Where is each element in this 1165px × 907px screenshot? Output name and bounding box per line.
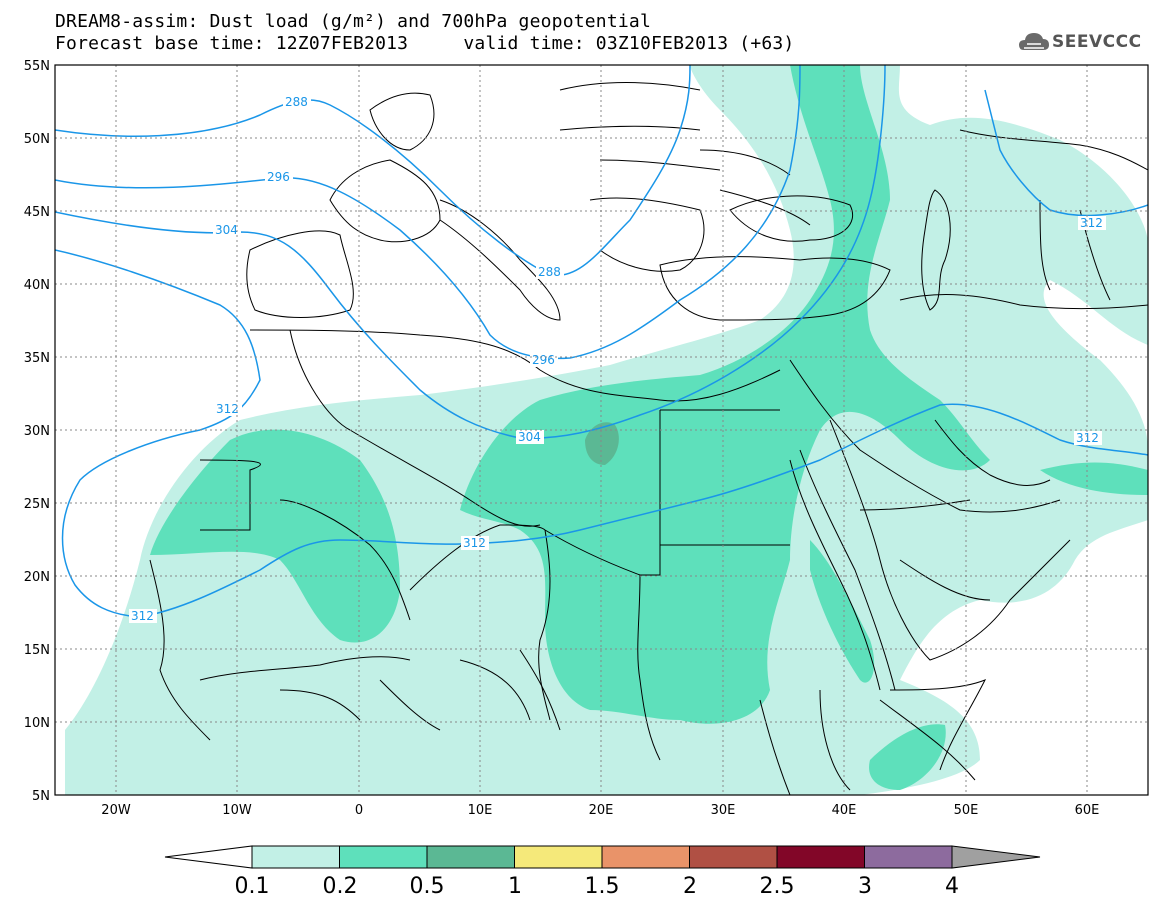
svg-text:30N: 30N [24, 424, 50, 439]
cloud-logo-icon [1019, 33, 1049, 50]
map-title: DREAM8-assim: Dust load (g/m²) and 700hP… [55, 11, 651, 32]
svg-text:0: 0 [355, 803, 363, 818]
colorbar-swatch [601, 845, 690, 869]
colorbar-low-arrow [164, 845, 253, 869]
svg-text:20N: 20N [24, 570, 50, 585]
svg-text:312: 312 [463, 536, 486, 550]
svg-text:1: 1 [508, 874, 522, 899]
colorbar-swatch [864, 845, 953, 869]
svg-text:288: 288 [538, 265, 561, 279]
colorbar-swatch [339, 845, 428, 869]
svg-text:296: 296 [532, 353, 555, 367]
svg-text:10E: 10E [468, 803, 493, 818]
colorbar: 0.1 0.2 0.5 1 1.5 2 2.5 3 4 [164, 845, 1041, 899]
country-boundaries [149, 82, 1148, 795]
colorbar-swatch [689, 845, 778, 869]
svg-text:304: 304 [215, 223, 238, 237]
svg-text:0.2: 0.2 [323, 874, 358, 899]
svg-text:304: 304 [518, 430, 541, 444]
svg-text:0.5: 0.5 [410, 874, 445, 899]
svg-text:25N: 25N [24, 497, 50, 512]
contour-labels: 288 296 304 288 296 304 312 312 312 312 … [129, 95, 1106, 623]
svg-text:15N: 15N [24, 643, 50, 658]
graticule [55, 65, 1148, 795]
colorbar-swatch [514, 845, 603, 869]
svg-text:40E: 40E [832, 803, 857, 818]
svg-text:50N: 50N [24, 132, 50, 147]
map-frame [54, 64, 1149, 796]
colorbar-high-arrow [951, 845, 1041, 869]
longitude-labels: 20W 10W 0 10E 20E 30E 40E 50E 60E [101, 803, 1099, 818]
svg-text:10N: 10N [24, 716, 50, 731]
svg-text:312: 312 [1076, 431, 1099, 445]
svg-text:312: 312 [131, 609, 154, 623]
svg-text:312: 312 [216, 402, 239, 416]
svg-text:296: 296 [267, 170, 290, 184]
svg-text:40N: 40N [24, 278, 50, 293]
contour-288-north [55, 65, 691, 277]
svg-text:5N: 5N [32, 789, 50, 804]
forecast-time-subtitle: Forecast base time: 12Z07FEB2013 valid t… [55, 33, 795, 54]
svg-text:2: 2 [683, 874, 697, 899]
svg-text:2.5: 2.5 [760, 874, 795, 899]
colorbar-swatch [426, 845, 515, 869]
colorbar-labels: 0.1 0.2 0.5 1 1.5 2 2.5 3 4 [235, 874, 960, 899]
svg-text:55N: 55N [24, 59, 50, 74]
svg-text:10W: 10W [222, 803, 252, 818]
svg-text:35N: 35N [24, 351, 50, 366]
svg-text:50E: 50E [954, 803, 979, 818]
svg-text:45N: 45N [24, 205, 50, 220]
svg-text:30E: 30E [711, 803, 736, 818]
svg-text:288: 288 [285, 95, 308, 109]
contour-312-northeast [984, 89, 1148, 217]
svg-text:20E: 20E [589, 803, 614, 818]
latitude-labels: 55N 50N 45N 40N 35N 30N 25N 20N 15N 10N … [24, 59, 50, 804]
svg-text:0.1: 0.1 [235, 874, 270, 899]
colorbar-swatch [251, 845, 340, 869]
logo-text: SEEVCCC [1052, 32, 1142, 52]
svg-text:20W: 20W [101, 803, 131, 818]
svg-text:312: 312 [1080, 216, 1103, 230]
svg-text:1.5: 1.5 [585, 874, 620, 899]
svg-text:3: 3 [858, 874, 872, 899]
svg-text:60E: 60E [1075, 803, 1100, 818]
svg-text:4: 4 [945, 874, 959, 899]
colorbar-swatch [776, 845, 865, 869]
